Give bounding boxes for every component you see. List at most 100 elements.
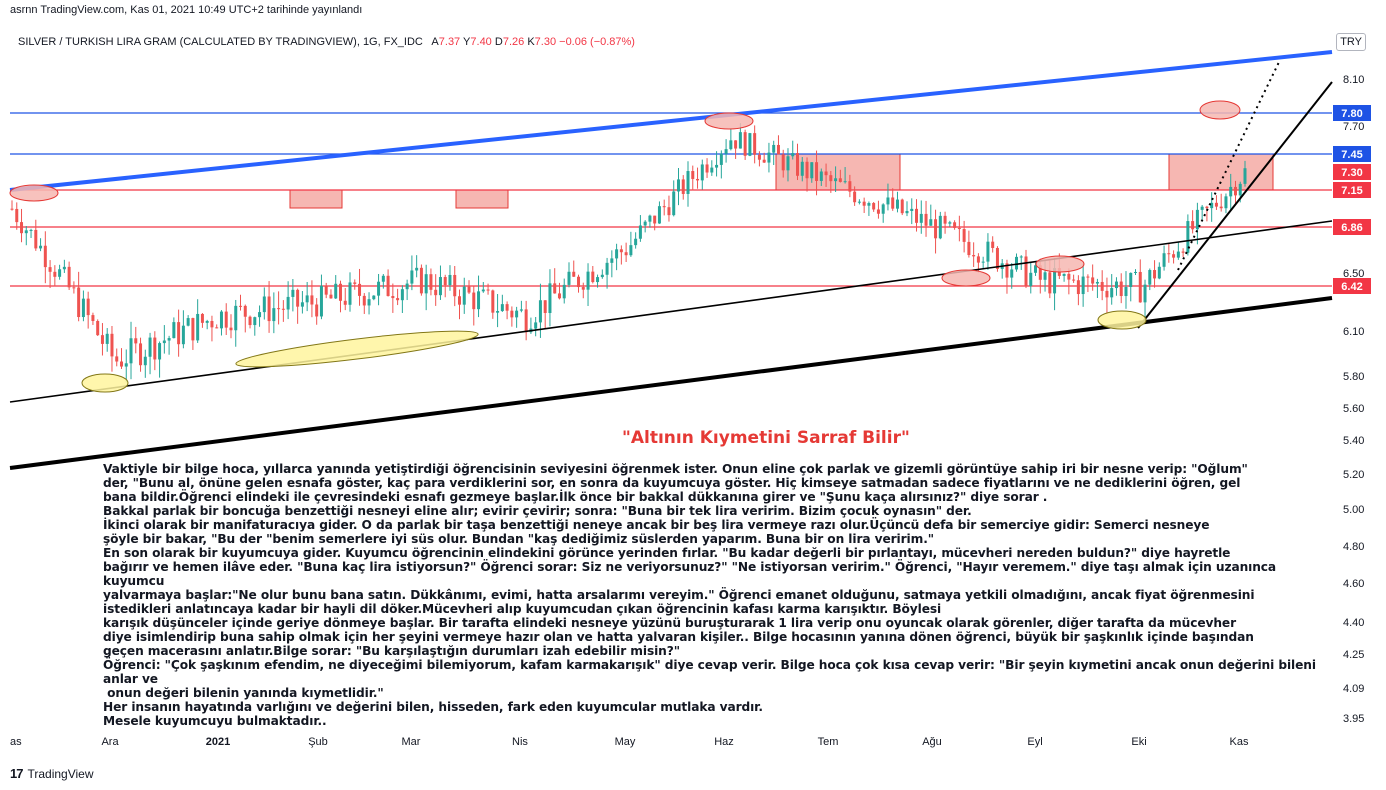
candle-body — [767, 152, 771, 163]
candle-body — [348, 282, 352, 305]
candle-body — [995, 247, 999, 269]
candle-body — [96, 320, 100, 336]
resistance-touch-ellipse[interactable] — [1035, 255, 1085, 273]
resistance-touch-ellipse[interactable] — [1199, 100, 1241, 120]
candle-body — [538, 300, 542, 323]
candle-body — [457, 296, 461, 305]
resistance-touch-ellipse[interactable] — [941, 269, 991, 287]
candle-body — [572, 271, 576, 277]
candle-body — [753, 133, 757, 155]
candle-body — [1148, 270, 1152, 285]
candle-body — [43, 245, 47, 268]
candle-body — [91, 315, 95, 321]
candle-body — [891, 197, 895, 209]
story-line: Mesele kuyumcuyu bulmaktadır.. — [103, 714, 327, 728]
candle-body — [77, 287, 81, 318]
candle-body — [629, 245, 633, 256]
candle-body — [953, 222, 957, 228]
candle-body — [53, 271, 57, 277]
close-label: K — [527, 36, 535, 48]
candle-body — [181, 325, 185, 345]
candle-body — [705, 164, 709, 173]
candle-body — [362, 295, 366, 306]
candle-body — [543, 300, 547, 314]
upper-trendline[interactable] — [9, 50, 1333, 192]
candle-body — [462, 286, 466, 305]
candle-body — [372, 295, 376, 300]
currency-button[interactable]: TRY — [1336, 33, 1366, 51]
x-tick-label: as — [10, 736, 22, 748]
candle-body — [972, 255, 976, 257]
candle-body — [886, 197, 890, 205]
candle-body — [843, 181, 847, 183]
x-tick-label: Eyl — [1027, 736, 1042, 748]
candle-body — [1072, 279, 1076, 281]
candle-body — [167, 338, 171, 341]
support-touch-ellipse[interactable] — [235, 324, 480, 374]
candle-body — [72, 287, 76, 289]
candle-body — [119, 361, 123, 367]
candle-body — [857, 201, 861, 203]
candle-body — [239, 305, 243, 307]
candle-body — [400, 289, 404, 301]
candle-body — [353, 282, 357, 284]
y-tick-label: 4.60 — [1343, 578, 1364, 590]
supply-zone[interactable] — [1168, 153, 1274, 191]
x-tick-label: Mar — [402, 736, 421, 748]
candle-body — [872, 203, 876, 210]
candle-body — [429, 274, 433, 290]
candle-body — [557, 293, 561, 299]
story-line: En son olarak bir kuyumcuya gider. Kuyum… — [103, 546, 1231, 560]
supply-zone[interactable] — [455, 189, 509, 209]
candle-body — [548, 283, 552, 314]
candle-body — [62, 266, 66, 270]
candle-body — [1095, 281, 1099, 284]
candle-body — [39, 245, 43, 249]
candle-body — [577, 276, 581, 288]
candle-body — [596, 277, 600, 283]
resistance-touch-ellipse[interactable] — [704, 112, 754, 130]
candle-body — [734, 140, 738, 149]
steep-trendline[interactable] — [1137, 81, 1333, 329]
candle-body — [58, 269, 62, 277]
resistance-touch-ellipse[interactable] — [9, 184, 59, 202]
candle-body — [1233, 186, 1237, 196]
candle-body — [976, 256, 980, 263]
candle-body — [248, 316, 252, 326]
tradingview-brand[interactable]: 17 TradingView — [10, 766, 94, 781]
candle-body — [196, 313, 200, 341]
support-touch-ellipse[interactable] — [1097, 310, 1147, 330]
y-tick-label: 7.70 — [1343, 121, 1364, 133]
candle-body — [862, 201, 866, 206]
candle-body — [881, 204, 885, 214]
candle-body — [638, 225, 642, 239]
support-touch-ellipse[interactable] — [81, 373, 129, 393]
price-label-tag — [1333, 182, 1371, 198]
candle-body — [848, 181, 852, 192]
price-label-tag — [1333, 219, 1371, 235]
candle-body — [515, 310, 519, 318]
mid-trendline[interactable] — [9, 220, 1333, 403]
candle-body — [1224, 196, 1228, 209]
open-value: 7.37 — [438, 36, 461, 48]
candle-body — [776, 144, 780, 155]
candle-body — [224, 311, 228, 328]
candle-body — [672, 191, 676, 216]
y-tick-label: 6.10 — [1343, 326, 1364, 338]
candle-body — [619, 249, 623, 253]
x-tick-label: Eki — [1131, 736, 1146, 748]
supply-zone[interactable] — [289, 189, 343, 209]
candle-body — [377, 281, 381, 296]
candle-body — [748, 133, 752, 156]
price-label-tag — [1333, 146, 1371, 162]
candle-body — [581, 287, 585, 290]
x-tick-label: Haz — [714, 736, 734, 748]
supply-zone[interactable] — [775, 153, 901, 191]
candle-body — [1167, 253, 1171, 255]
candle-body — [329, 294, 333, 299]
candle-body — [810, 162, 814, 179]
candle-body — [1134, 271, 1138, 273]
symbol-legend[interactable]: SILVER / TURKISH LIRA GRAM (CALCULATED B… — [18, 36, 635, 48]
candle-body — [691, 171, 695, 179]
